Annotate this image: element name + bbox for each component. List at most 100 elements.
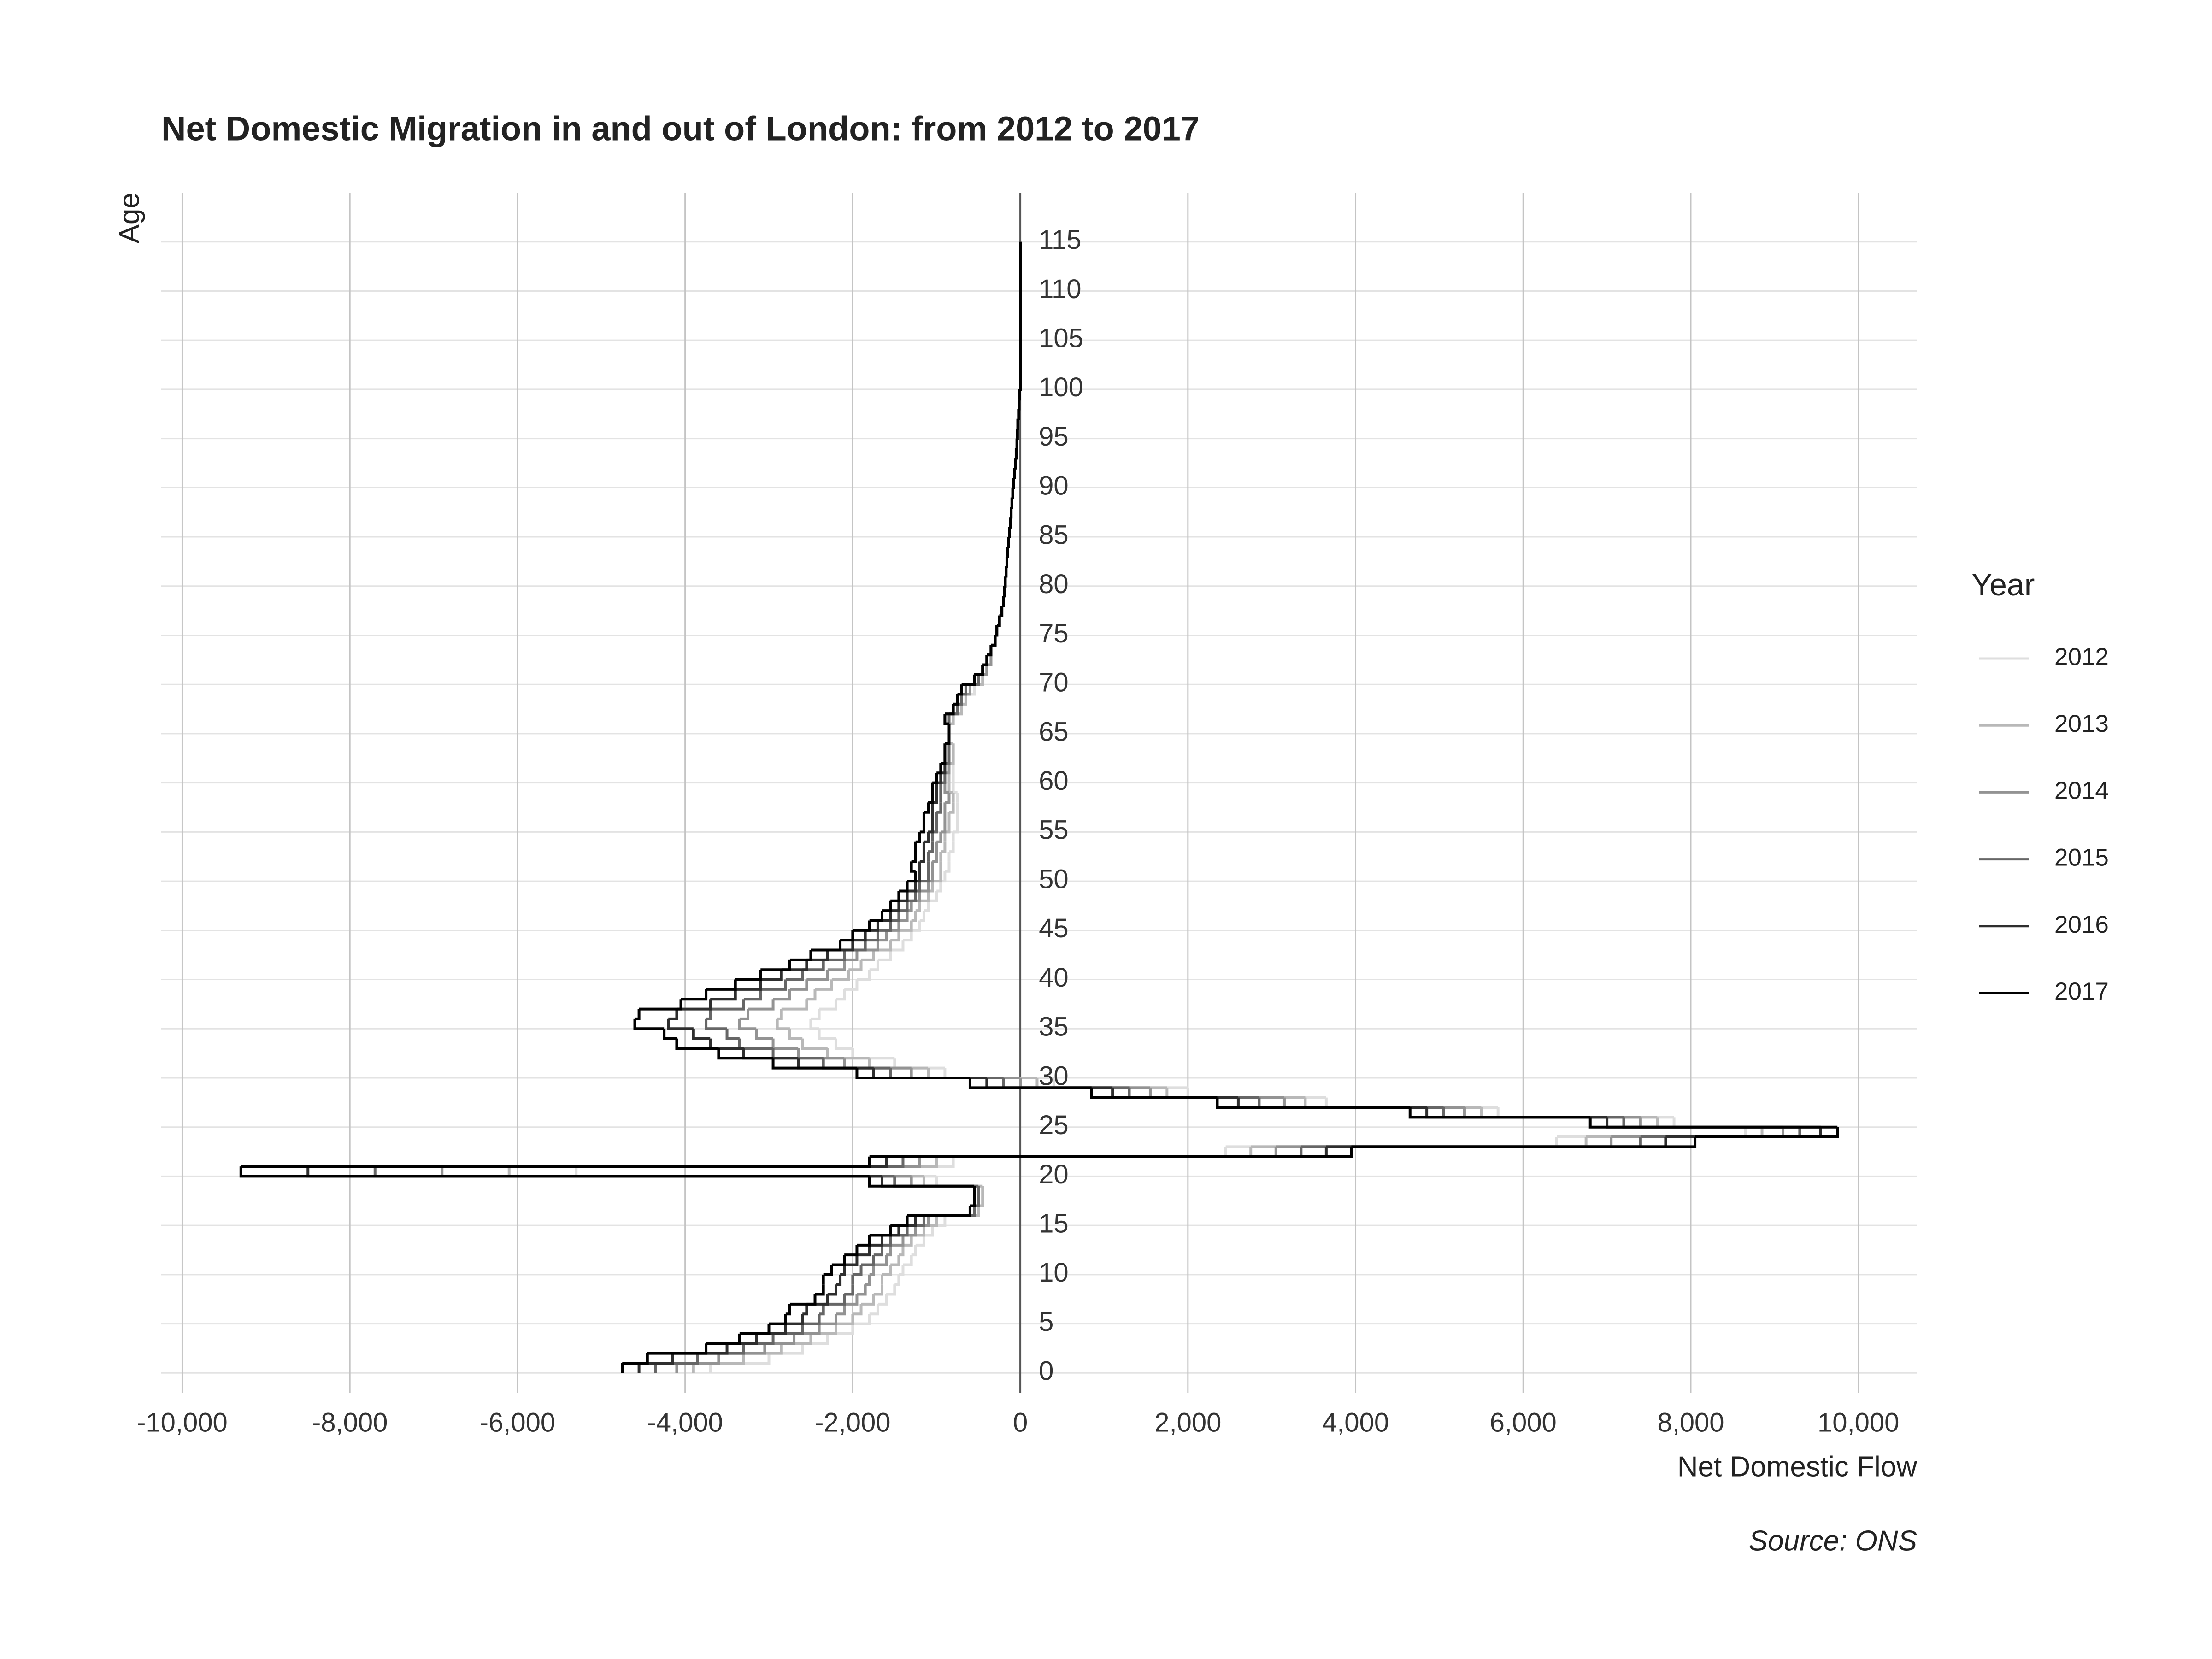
step-segment: [853, 1265, 863, 1276]
step-segment: [1005, 556, 1008, 568]
step-segment: [899, 881, 909, 893]
x-tick-label: -10,000: [137, 1407, 228, 1437]
step-segment: [789, 1294, 817, 1306]
step-segment: [915, 1235, 925, 1247]
step-segment: [823, 1265, 833, 1276]
step-segment: [1225, 1137, 1558, 1148]
y-tick-label: 75: [1039, 618, 1069, 648]
step-segment: [919, 852, 925, 863]
step-segment: [868, 1058, 929, 1070]
step-segment: [1002, 596, 1005, 607]
step-segment: [663, 1029, 677, 1040]
step-segment: [677, 999, 712, 1011]
step-segment: [743, 1333, 775, 1345]
step-segment: [911, 852, 917, 863]
step-segment: [936, 763, 942, 775]
step-segment: [241, 1156, 871, 1168]
step-segment: [899, 1245, 905, 1257]
step-segment: [1011, 488, 1014, 499]
step-segment: [899, 900, 909, 912]
step-segment: [442, 1156, 921, 1168]
step-segment: [1304, 1097, 1482, 1109]
step-segment: [835, 989, 846, 1001]
step-segment: [945, 861, 951, 873]
grid: [161, 193, 1917, 1393]
step-segment: [915, 1206, 971, 1217]
y-tick-label: 70: [1039, 668, 1069, 698]
step-segment: [899, 891, 909, 902]
step-segment: [961, 674, 976, 686]
step-segment: [507, 1166, 924, 1178]
step-segment: [835, 1274, 842, 1286]
y-tick-label: 105: [1039, 323, 1083, 353]
step-segment: [915, 871, 921, 883]
step-segment: [705, 1018, 727, 1030]
step-segment: [974, 1196, 980, 1207]
step-segment: [915, 900, 921, 912]
step-segment: [743, 989, 762, 1001]
step-segment: [890, 900, 900, 912]
step-segment: [1586, 1127, 1764, 1139]
step-segment: [806, 989, 817, 1001]
step-segment: [840, 1265, 846, 1276]
step-segment: [970, 1196, 976, 1207]
step-segment: [781, 999, 808, 1011]
step-segment: [509, 1156, 938, 1168]
step-segment: [943, 1068, 1054, 1079]
y-tick-label: 90: [1039, 471, 1069, 501]
y-tick-label: 35: [1039, 1012, 1069, 1042]
y-tick-label: 0: [1039, 1356, 1053, 1386]
step-segment: [706, 979, 737, 991]
step-segment: [827, 1324, 854, 1335]
step-segment: [890, 1235, 905, 1247]
step-segment: [1442, 1107, 1624, 1119]
step-segment: [997, 615, 1001, 627]
y-tick-label: 95: [1039, 422, 1069, 452]
step-segment: [893, 1058, 945, 1070]
step-segment: [844, 950, 859, 961]
step-segment: [769, 1343, 804, 1355]
step-segment: [633, 1018, 665, 1030]
step-segment: [823, 1294, 846, 1306]
y-tick-label: 20: [1039, 1159, 1069, 1189]
step-segment: [945, 793, 951, 804]
step-segment: [306, 1166, 882, 1178]
step-segment: [873, 940, 892, 952]
step-segment: [903, 1255, 913, 1266]
step-segment: [1425, 1107, 1607, 1119]
step-segment: [1606, 1117, 1821, 1129]
step-segment: [890, 1255, 900, 1266]
step-segment: [1695, 1127, 1839, 1139]
step-segment: [945, 704, 955, 716]
step-segment: [957, 684, 963, 696]
step-segment: [743, 1343, 783, 1355]
series-2015: [373, 241, 1801, 1373]
step-segment: [919, 911, 925, 922]
x-axis-label: Net Domestic Flow: [1677, 1451, 1917, 1483]
step-segment: [806, 970, 829, 981]
step-segment: [865, 930, 879, 942]
step-segment: [945, 822, 951, 834]
step-segment: [924, 900, 930, 912]
step-segment: [826, 1048, 870, 1060]
x-tick-label: -6,000: [480, 1407, 555, 1437]
step-segment: [890, 911, 900, 922]
step-segment: [815, 979, 833, 991]
step-segment: [776, 1018, 790, 1030]
step-segment: [1014, 448, 1018, 460]
step-segment: [1111, 1088, 1238, 1099]
step-segment: [869, 1304, 879, 1316]
step-segment: [806, 950, 829, 961]
legend: 2012 2013 2014 2015 2016 2017: [1979, 643, 2109, 1005]
step-segment: [706, 1009, 712, 1020]
step-segment: [857, 970, 871, 981]
step-segment: [1012, 477, 1015, 489]
step-segment: [857, 940, 879, 952]
step-segment: [797, 1048, 845, 1060]
step-segment: [907, 900, 913, 912]
step-segment: [1301, 1137, 1642, 1148]
step-segment: [915, 1215, 930, 1227]
y-tick-label: 80: [1039, 569, 1069, 599]
step-segment: [982, 655, 988, 666]
step-segment: [1014, 458, 1017, 470]
